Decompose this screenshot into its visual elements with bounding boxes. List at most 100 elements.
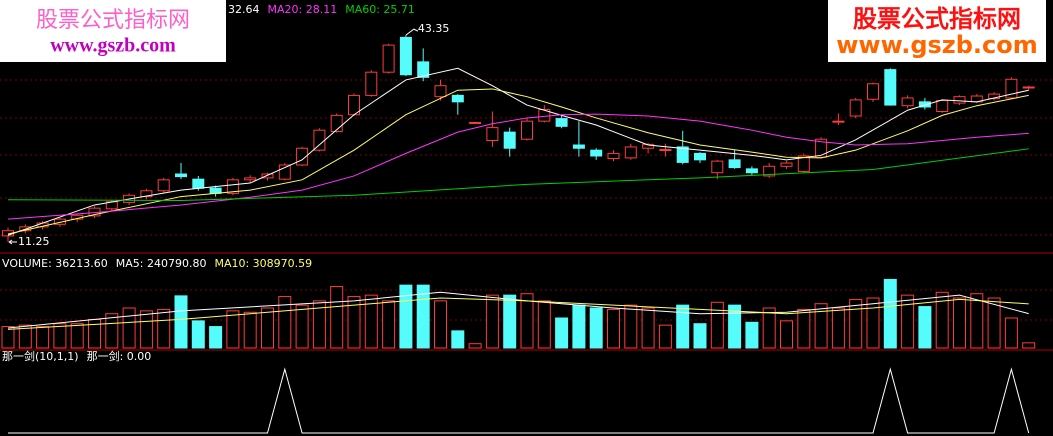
candle-body: [659, 149, 672, 152]
volume-bar: [191, 320, 205, 349]
volume-bar: [1022, 342, 1036, 349]
candle-body: [676, 146, 689, 163]
volume-bar: [382, 300, 396, 349]
candle-body: [901, 97, 914, 107]
watermark-left: 股票公式指标网 www.gszb.com: [0, 0, 226, 62]
candle-body: [572, 144, 585, 149]
annotation-arrow: [8, 239, 17, 245]
volume-bar: [174, 295, 188, 349]
volume-bar: [157, 308, 171, 349]
candle-body: [157, 179, 170, 192]
watermark-url: www.gszb.com: [836, 31, 1038, 59]
legend-entry: MA20: 28.11: [268, 3, 338, 16]
volume-bar: [278, 296, 292, 349]
ma-line: [7, 148, 1029, 201]
volume-bar: [589, 307, 603, 349]
ma-line: [7, 113, 1029, 220]
volume-bar: [641, 307, 655, 349]
candle-body: [884, 69, 897, 106]
volume-bar: [451, 330, 465, 349]
candle-body: [451, 94, 464, 103]
watermark-url: www.gszb.com: [50, 35, 176, 57]
volume-bar: [849, 298, 863, 349]
candle-body: [296, 147, 309, 166]
volume-bar: [918, 306, 932, 349]
volume-bar: [797, 308, 811, 349]
volume-bar: [624, 304, 638, 349]
volume-bar: [399, 284, 413, 349]
candle-body: [590, 149, 603, 157]
volume-bar: [330, 286, 344, 349]
volume-bar: [485, 294, 499, 349]
candle-body: [918, 101, 931, 108]
legend-entry: MA60: 25.71: [345, 3, 415, 16]
watermark-title: 股票公式指标网: [853, 5, 1021, 33]
volume-bar: [1, 326, 15, 349]
volume-bar: [607, 308, 620, 349]
candle-body: [607, 152, 620, 160]
candle-body: [728, 159, 741, 169]
volume-bar: [434, 300, 447, 349]
volume-ma-line: [7, 297, 1029, 330]
volume-bar: [572, 304, 586, 349]
candle-body: [624, 146, 637, 159]
candle-body: [382, 44, 395, 73]
candle-body: [694, 152, 706, 161]
candle-body: [261, 173, 274, 179]
candle-body: [469, 121, 482, 124]
legend-entry: VOLUME: 36213.60: [2, 257, 108, 270]
volume-bar: [347, 296, 361, 349]
candle-body: [503, 131, 516, 149]
candle-body: [711, 160, 724, 174]
volume-bar: [745, 321, 759, 349]
candle-body: [936, 100, 949, 112]
candle-body: [832, 120, 845, 123]
candle-body: [330, 114, 343, 132]
candle-body: [797, 155, 810, 172]
volume-bar: [520, 293, 534, 349]
watermark-box: [0, 0, 226, 62]
volume-bar: [261, 307, 274, 349]
candle-body: [140, 190, 153, 198]
volume-bar: [364, 294, 378, 349]
volume-bar: [658, 324, 672, 349]
volume-bar: [537, 300, 551, 349]
candle-body: [53, 218, 66, 225]
volume-bar: [883, 278, 897, 349]
candle-body: [313, 129, 326, 151]
candle-body: [365, 71, 378, 96]
candle-body: [953, 96, 966, 104]
volume-bar: [780, 320, 793, 349]
volume-bar: [226, 310, 240, 349]
volume-bar: [53, 323, 67, 349]
volume-bar: [209, 326, 223, 349]
volume-bar: [935, 291, 949, 349]
legend-entry: 那一剑: 0.00: [87, 349, 152, 363]
plot-area: 43.35 11.25 32.64 MA20: 28.11 MA60: 25.71 VOL…: [1, 3, 1036, 434]
ma-line: [7, 88, 1029, 235]
ma-line: [7, 67, 1029, 236]
candle-body: [278, 164, 291, 180]
volume-bar: [468, 343, 482, 349]
volume-bar: [901, 294, 915, 349]
candle-body: [849, 99, 862, 117]
volume-bar: [139, 310, 153, 349]
high-label: 43.35: [418, 22, 450, 35]
watermark-box: [828, 0, 1046, 62]
volume-bar: [243, 311, 257, 349]
legend-entry: 32.64: [228, 3, 260, 16]
volume-bar: [1004, 317, 1018, 349]
candle-body: [175, 173, 187, 178]
volume-bar: [762, 307, 776, 349]
volume-bar: [831, 307, 845, 349]
volume-bar: [503, 294, 517, 349]
candle-body: [780, 162, 793, 167]
legend-entry: MA10: 308970.59: [214, 257, 312, 270]
volume-bar: [105, 313, 119, 349]
volume-bar: [693, 323, 707, 349]
legend-entry: MA5: 240790.80: [116, 257, 207, 270]
candle-body: [521, 120, 533, 140]
candle-body: [399, 36, 412, 76]
